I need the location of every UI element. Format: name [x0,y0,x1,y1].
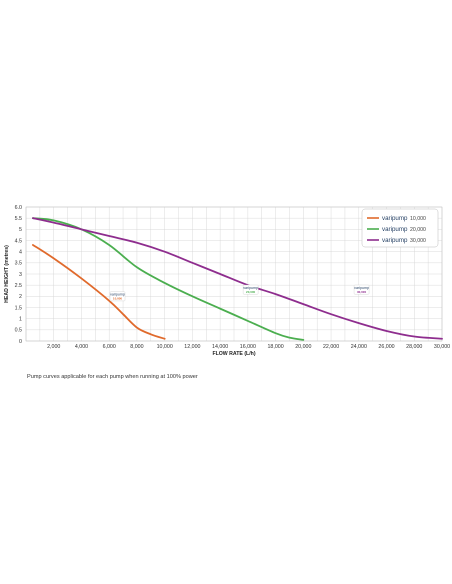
y-tick-label: 0.5 [15,328,22,334]
legend-model: 10,000 [410,216,426,222]
y-tick-label: 4 [19,249,22,255]
x-tick-label: 28,000 [406,344,422,350]
x-tick-label: 4,000 [75,344,88,350]
y-tick-label: 4.5 [15,238,22,244]
y-tick-label: 3 [19,272,22,278]
y-tick-label: 1.5 [15,305,22,311]
x-tick-label: 2,000 [47,344,60,350]
y-tick-label: 1 [19,316,22,322]
curve-label-box [242,284,259,295]
y-tick-label: 5 [19,227,22,233]
legend-model: 30,000 [410,238,426,244]
y-tick-label: 5.5 [15,216,22,222]
x-tick-label: 26,000 [378,344,394,350]
y-tick-label: 2 [19,294,22,300]
series-line-20000 [32,217,305,341]
chart-axes: 0 0.5 1 1.5 2 2.5 3 3.5 4 4.5 5 5.5 6.0 2,000 4,000 6,0… [4,205,450,357]
series-line-10000 [32,244,166,340]
x-tick-label: 6,000 [103,344,116,350]
legend-brand: varipump [382,237,408,244]
curve-label-brand: varipump [243,286,258,290]
y-axis-title: HEAD HEIGHT (metres) [4,245,10,303]
x-tick-label: 10,000 [157,344,173,350]
legend-box [361,208,439,248]
x-tick-label: 12,000 [184,344,200,350]
x-tick-label: 24,000 [351,344,367,350]
y-tick-label: 6.0 [15,205,22,211]
y-tick-label: 2.5 [15,283,22,289]
curve-label-brand: varipump [354,286,369,290]
x-tick-label: 14,000 [212,344,228,350]
curve-label-brand: varipump [110,293,125,297]
legend-brand: varipump [382,215,408,222]
x-tick-label: 18,000 [267,344,283,350]
chart-series [32,217,443,341]
x-tick-label: 8,000 [130,344,143,350]
y-tick-label: 0 [19,339,22,345]
curve-label-box [353,284,370,295]
legend-item-20000: varipump 20,000 [367,226,426,233]
chart-caption: Pump curves applicable for each pump whe… [27,374,198,380]
series-line-30000 [32,217,443,340]
curve-label-model: 20,000 [246,290,256,294]
legend-item-30000: varipump 30,000 [367,237,426,244]
curve-label-model: 30,000 [357,290,367,294]
x-axis-title: FLOW RATE (L/h) [212,351,255,357]
curve-label-model: 10,000 [113,297,123,301]
x-tick-label: 20,000 [295,344,311,350]
plot-frame [25,206,443,342]
y-tick-label: 3.5 [15,261,22,267]
curve-label-box [109,291,126,302]
x-tick-label: 22,000 [323,344,339,350]
x-tick-label: 16,000 [240,344,256,350]
legend-brand: varipump [382,226,408,233]
legend-model: 20,000 [410,227,426,233]
curve-labels: varipump10,000varipump20,000varipump30,0… [109,284,370,302]
legend-item-10000: varipump 10,000 [367,215,426,222]
x-tick-label: 30,000 [434,344,450,350]
